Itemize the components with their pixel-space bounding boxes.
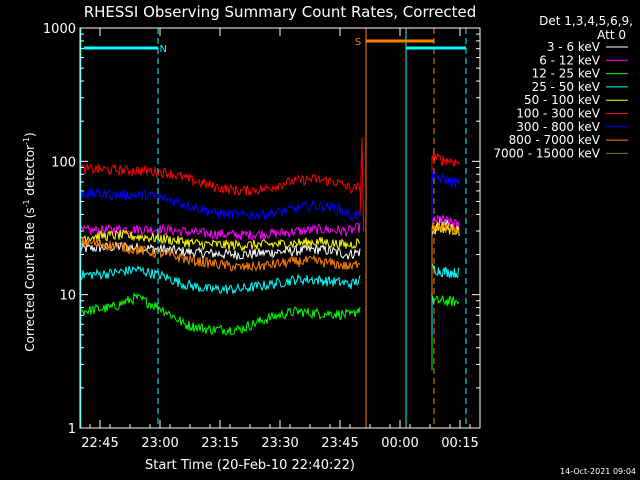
- legend-header-line1: Det 1,3,4,5,6,9,: [539, 14, 633, 28]
- series-line-post-2: [431, 294, 460, 371]
- series-line-post-7: [431, 222, 460, 294]
- series-line-3: [79, 265, 361, 295]
- legend-label-5: 100 - 300 keV: [516, 107, 600, 121]
- footer-date: 14-Oct-2021 09:04: [560, 467, 636, 476]
- y-axis-label: Corrected Count Rate (s-1 detector-1): [22, 132, 37, 351]
- series-line-6: [79, 187, 361, 222]
- y-tick-label-1: 10: [59, 289, 76, 304]
- y-tick-label-0: 1: [68, 422, 76, 437]
- series-line-post-6: [431, 170, 460, 246]
- flag-label-2: S: [355, 37, 361, 48]
- flare-spike: [359, 137, 365, 232]
- legend-label-4: 50 - 100 keV: [524, 93, 601, 107]
- legend-header-line2: Att 0: [597, 28, 626, 42]
- legend-label-1: 6 - 12 keV: [539, 53, 601, 67]
- legend-label-2: 12 - 25 keV: [532, 67, 601, 81]
- x-tick-label-4: 23:45: [321, 436, 358, 451]
- legend-label-7: 800 - 7000 keV: [509, 133, 601, 147]
- legend-label-0: 3 - 6 keV: [547, 40, 601, 54]
- series-line-post-3: [431, 263, 460, 338]
- y-tick-label-3: 1000: [43, 22, 76, 37]
- x-tick-label-5: 00:00: [381, 436, 418, 451]
- series-line-7: [79, 237, 361, 272]
- legend-label-8: 7000 - 15000 keV: [493, 146, 600, 160]
- x-tick-label-3: 23:30: [261, 436, 298, 451]
- series-line-post-5: [431, 152, 460, 226]
- series-line-5: [79, 162, 361, 197]
- x-tick-label-6: 00:15: [441, 436, 478, 451]
- series-line-post-1: [431, 213, 460, 292]
- x-tick-label-2: 23:15: [201, 436, 238, 451]
- x-tick-label-0: 22:45: [81, 436, 118, 451]
- series-line-4: [79, 229, 361, 252]
- series-line-2: [79, 291, 361, 336]
- chart-title: RHESSI Observing Summary Count Rates, Co…: [84, 3, 477, 21]
- legend-label-3: 25 - 50 keV: [532, 80, 601, 94]
- y-tick-label-2: 100: [51, 155, 76, 170]
- flag-label-0: N: [159, 44, 166, 55]
- legend-label-6: 300 - 800 keV: [516, 120, 600, 134]
- x-tick-label-1: 23:00: [141, 436, 178, 451]
- x-axis-label: Start Time (20-Feb-10 22:40:22): [145, 458, 355, 473]
